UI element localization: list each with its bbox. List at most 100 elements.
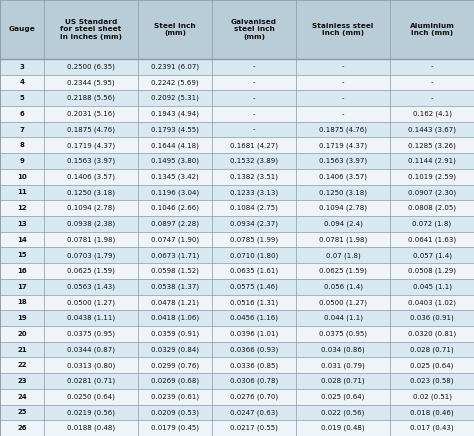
Text: 0.0276 (0.70): 0.0276 (0.70) bbox=[230, 393, 278, 400]
Text: 0.1719 (4.37): 0.1719 (4.37) bbox=[319, 142, 367, 149]
Text: 0.0598 (1.52): 0.0598 (1.52) bbox=[151, 268, 199, 274]
Text: 0.1019 (2.59): 0.1019 (2.59) bbox=[408, 174, 456, 180]
Text: -: - bbox=[253, 79, 255, 85]
Text: 0.0375 (0.95): 0.0375 (0.95) bbox=[319, 330, 367, 337]
Text: 15: 15 bbox=[17, 252, 27, 258]
Text: 0.1563 (3.97): 0.1563 (3.97) bbox=[67, 158, 115, 164]
Text: Galvanised
steel inch
(mm): Galvanised steel inch (mm) bbox=[231, 19, 277, 40]
Text: 0.0500 (1.27): 0.0500 (1.27) bbox=[319, 299, 367, 306]
Text: 0.057 (1.4): 0.057 (1.4) bbox=[412, 252, 452, 259]
Text: 0.0897 (2.28): 0.0897 (2.28) bbox=[151, 221, 199, 227]
Text: 0.056 (1.4): 0.056 (1.4) bbox=[323, 283, 363, 290]
Text: 5: 5 bbox=[19, 95, 24, 101]
Bar bbox=[0, 389, 474, 405]
Text: -: - bbox=[253, 95, 255, 101]
Text: 0.0250 (0.64): 0.0250 (0.64) bbox=[67, 393, 115, 400]
Text: 0.0710 (1.80): 0.0710 (1.80) bbox=[230, 252, 278, 259]
Text: -: - bbox=[253, 111, 255, 117]
Text: 22: 22 bbox=[17, 362, 27, 368]
Bar bbox=[0, 342, 474, 358]
Text: 0.0907 (2.30): 0.0907 (2.30) bbox=[408, 189, 456, 196]
Bar bbox=[0, 216, 474, 232]
Text: 0.045 (1.1): 0.045 (1.1) bbox=[412, 283, 452, 290]
Text: 0.0219 (0.56): 0.0219 (0.56) bbox=[67, 409, 115, 416]
Text: 0.1084 (2.75): 0.1084 (2.75) bbox=[230, 205, 278, 211]
Text: 10: 10 bbox=[17, 174, 27, 180]
Text: 7: 7 bbox=[19, 126, 25, 133]
Text: 0.2031 (5.16): 0.2031 (5.16) bbox=[67, 111, 115, 117]
Text: 13: 13 bbox=[17, 221, 27, 227]
Text: Gauge: Gauge bbox=[9, 27, 36, 32]
Text: 12: 12 bbox=[17, 205, 27, 211]
Text: 9: 9 bbox=[19, 158, 25, 164]
Text: 0.0938 (2.38): 0.0938 (2.38) bbox=[67, 221, 115, 227]
Text: 0.0179 (0.45): 0.0179 (0.45) bbox=[151, 425, 199, 431]
Text: 20: 20 bbox=[17, 331, 27, 337]
Text: 0.094 (2.4): 0.094 (2.4) bbox=[324, 221, 363, 227]
Text: 0.031 (0.79): 0.031 (0.79) bbox=[321, 362, 365, 368]
Text: 0.1250 (3.18): 0.1250 (3.18) bbox=[319, 189, 367, 196]
Text: 0.1094 (2.78): 0.1094 (2.78) bbox=[319, 205, 367, 211]
Text: 0.023 (0.58): 0.023 (0.58) bbox=[410, 378, 454, 384]
Text: 0.0239 (0.61): 0.0239 (0.61) bbox=[151, 393, 199, 400]
Text: 0.2242 (5.69): 0.2242 (5.69) bbox=[151, 79, 199, 86]
Text: 0.07 (1.8): 0.07 (1.8) bbox=[326, 252, 360, 259]
Text: 0.0934 (2.37): 0.0934 (2.37) bbox=[230, 221, 278, 227]
Text: 0.1094 (2.78): 0.1094 (2.78) bbox=[67, 205, 115, 211]
Text: -: - bbox=[431, 95, 433, 101]
Bar bbox=[0, 326, 474, 342]
Text: 0.0281 (0.71): 0.0281 (0.71) bbox=[67, 378, 115, 384]
Text: 0.0269 (0.68): 0.0269 (0.68) bbox=[151, 378, 199, 384]
Bar bbox=[0, 90, 474, 106]
Text: 0.0375 (0.95): 0.0375 (0.95) bbox=[67, 330, 115, 337]
Text: 0.0418 (1.06): 0.0418 (1.06) bbox=[151, 315, 199, 321]
Bar bbox=[0, 122, 474, 137]
Text: 0.0359 (0.91): 0.0359 (0.91) bbox=[151, 330, 199, 337]
Text: 0.018 (0.46): 0.018 (0.46) bbox=[410, 409, 454, 416]
Text: 0.1875 (4.76): 0.1875 (4.76) bbox=[319, 126, 367, 133]
Text: -: - bbox=[431, 79, 433, 85]
Text: 0.1250 (3.18): 0.1250 (3.18) bbox=[67, 189, 115, 196]
Bar bbox=[0, 137, 474, 153]
Text: 17: 17 bbox=[17, 284, 27, 290]
Text: 0.0456 (1.16): 0.0456 (1.16) bbox=[230, 315, 278, 321]
Text: 6: 6 bbox=[19, 111, 24, 117]
Text: 4: 4 bbox=[19, 79, 25, 85]
Text: 0.1644 (4.18): 0.1644 (4.18) bbox=[151, 142, 199, 149]
Text: 0.1943 (4.94): 0.1943 (4.94) bbox=[151, 111, 199, 117]
Text: 0.1406 (3.57): 0.1406 (3.57) bbox=[67, 174, 115, 180]
Bar bbox=[0, 263, 474, 279]
Text: 0.2391 (6.07): 0.2391 (6.07) bbox=[151, 64, 199, 70]
Text: -: - bbox=[253, 126, 255, 133]
Text: 0.0366 (0.93): 0.0366 (0.93) bbox=[230, 346, 278, 353]
Text: 0.1046 (2.66): 0.1046 (2.66) bbox=[151, 205, 199, 211]
Text: 0.0781 (1.98): 0.0781 (1.98) bbox=[319, 236, 367, 243]
Text: 11: 11 bbox=[17, 189, 27, 195]
Text: 0.028 (0.71): 0.028 (0.71) bbox=[321, 378, 365, 384]
Bar bbox=[0, 295, 474, 310]
Text: -: - bbox=[342, 95, 344, 101]
Text: Aluminium
inch (mm): Aluminium inch (mm) bbox=[410, 23, 455, 36]
Text: 0.1382 (3.51): 0.1382 (3.51) bbox=[230, 174, 278, 180]
Text: 0.1495 (3.80): 0.1495 (3.80) bbox=[151, 158, 199, 164]
Text: -: - bbox=[253, 64, 255, 70]
Text: 0.02 (0.51): 0.02 (0.51) bbox=[412, 393, 452, 400]
Text: 0.019 (0.48): 0.019 (0.48) bbox=[321, 425, 365, 431]
Text: 0.0299 (0.76): 0.0299 (0.76) bbox=[151, 362, 199, 368]
Bar bbox=[0, 0, 474, 59]
Text: 0.072 (1.8): 0.072 (1.8) bbox=[412, 221, 452, 227]
Bar bbox=[0, 184, 474, 200]
Bar bbox=[0, 420, 474, 436]
Text: 0.1719 (4.37): 0.1719 (4.37) bbox=[67, 142, 115, 149]
Text: 0.025 (0.64): 0.025 (0.64) bbox=[321, 393, 365, 400]
Text: 0.1681 (4.27): 0.1681 (4.27) bbox=[230, 142, 278, 149]
Text: -: - bbox=[342, 64, 344, 70]
Text: 16: 16 bbox=[17, 268, 27, 274]
Text: 0.0563 (1.43): 0.0563 (1.43) bbox=[67, 283, 115, 290]
Text: 0.0313 (0.80): 0.0313 (0.80) bbox=[67, 362, 115, 368]
Bar bbox=[0, 247, 474, 263]
Bar bbox=[0, 75, 474, 90]
Text: 0.0188 (0.48): 0.0188 (0.48) bbox=[67, 425, 115, 431]
Bar bbox=[0, 200, 474, 216]
Bar bbox=[0, 373, 474, 389]
